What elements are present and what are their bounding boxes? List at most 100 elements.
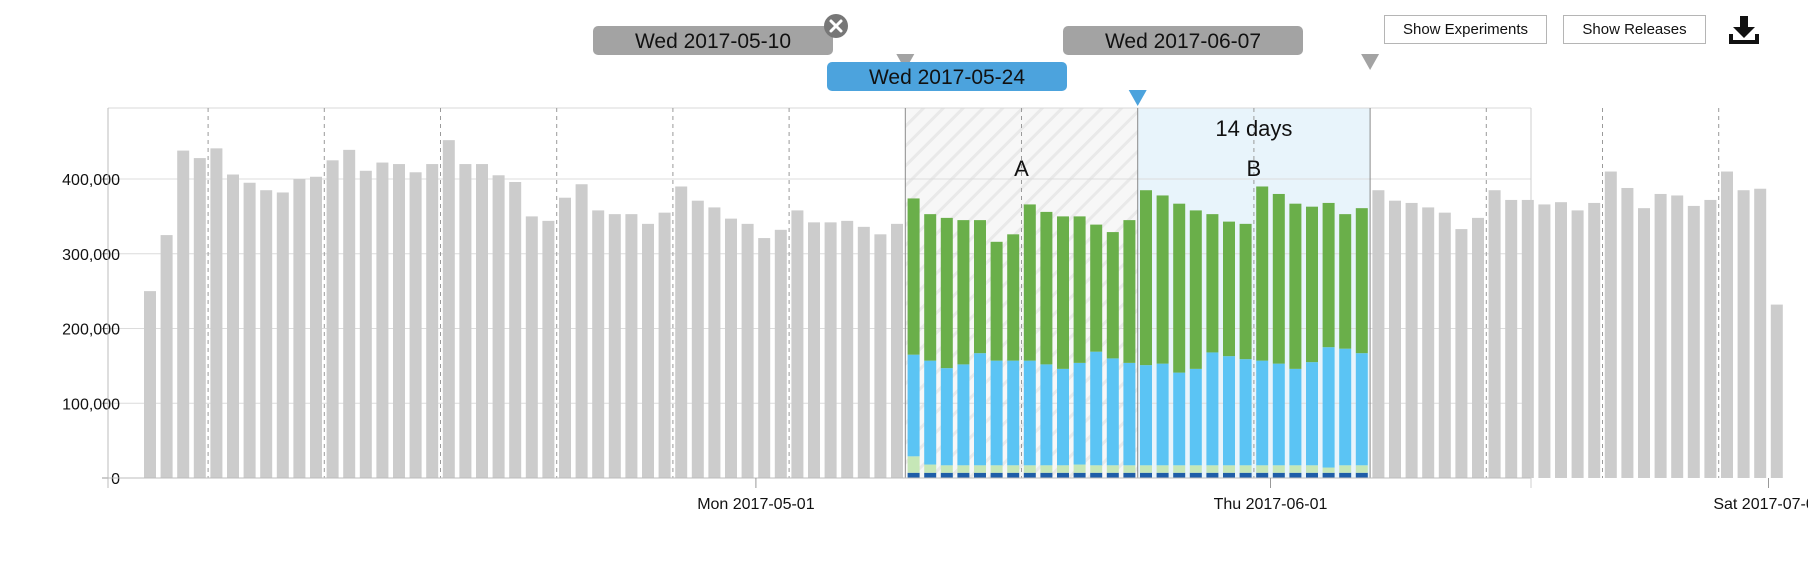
- bar-segment: [940, 472, 953, 478]
- bar-segment: [1007, 465, 1020, 473]
- close-icon[interactable]: [824, 14, 848, 38]
- bar-segment: [1073, 216, 1086, 363]
- show-experiments-button[interactable]: Show Experiments: [1384, 15, 1547, 44]
- bar-segment: [1189, 368, 1202, 466]
- zone-a-label: A: [1014, 156, 1029, 181]
- bar-segment: [1090, 472, 1103, 478]
- bar-segment: [1289, 203, 1302, 369]
- marker-center-pointer: [1128, 90, 1147, 106]
- bar: [492, 175, 505, 479]
- marker-right[interactable]: Wed 2017-06-07: [1063, 26, 1380, 70]
- bar-segment: [1206, 465, 1219, 473]
- bar-segment: [1123, 220, 1136, 363]
- y-tick-label: 100,000: [62, 396, 120, 413]
- bar-segment: [1023, 360, 1036, 466]
- bar: [442, 140, 455, 478]
- bar-segment: [1140, 472, 1152, 478]
- marker-center-box: [827, 62, 1067, 91]
- bar: [592, 210, 605, 478]
- bar-segment: [1073, 362, 1086, 465]
- zone-b-label: B: [1247, 156, 1262, 181]
- bar: [1555, 202, 1567, 478]
- bar: [891, 223, 903, 478]
- show-releases-button[interactable]: Show Releases: [1563, 15, 1706, 44]
- marker-left-box: [593, 26, 833, 55]
- bar: [774, 229, 787, 478]
- bar-segment: [907, 354, 920, 457]
- bar: [741, 223, 754, 478]
- bar-segment: [974, 465, 986, 473]
- bar-segment: [1189, 210, 1202, 369]
- bar: [1472, 217, 1484, 478]
- x-tick-label: Thu 2017-06-01: [1214, 496, 1328, 513]
- bar-segment: [1023, 204, 1036, 361]
- bar-segment: [957, 220, 970, 365]
- bar: [326, 160, 339, 478]
- bar: [575, 184, 588, 478]
- bar-segment: [1173, 203, 1186, 373]
- bar: [409, 172, 422, 478]
- bar-segment: [1223, 356, 1235, 466]
- bar-segment: [1057, 216, 1069, 369]
- bar: [160, 235, 173, 478]
- bar-segment: [1355, 208, 1368, 354]
- bar-segment: [1272, 472, 1285, 478]
- y-tick-label: 200,000: [62, 322, 120, 339]
- download-icon[interactable]: [1727, 14, 1761, 46]
- bar-segment: [1173, 465, 1186, 473]
- bar-segment: [1156, 195, 1169, 364]
- bar: [542, 220, 555, 478]
- bar-segment: [1090, 351, 1103, 466]
- bar-segment: [1156, 363, 1169, 466]
- bar-segment: [1140, 190, 1152, 366]
- bar-segment: [1206, 214, 1219, 353]
- bar: [1770, 304, 1783, 478]
- bar: [1488, 190, 1501, 478]
- bar-segment: [924, 214, 937, 361]
- bar: [144, 291, 156, 478]
- bar-segment: [1239, 465, 1252, 473]
- bar: [1604, 171, 1617, 479]
- bar-segment: [1040, 465, 1053, 473]
- bar: [1405, 202, 1418, 478]
- bar: [808, 222, 820, 478]
- bar: [1687, 205, 1700, 478]
- bar: [426, 164, 439, 478]
- bar: [1754, 188, 1767, 478]
- bar-segment: [1322, 467, 1335, 473]
- bar: [310, 176, 322, 478]
- bar: [559, 197, 571, 479]
- bar-segment: [1106, 472, 1119, 478]
- bar-segment: [1140, 365, 1152, 466]
- bar: [1521, 199, 1534, 478]
- bar-segment: [1256, 465, 1269, 473]
- bar-segment: [1239, 359, 1252, 466]
- bar-segment: [1106, 465, 1119, 473]
- bar-segment: [907, 472, 920, 478]
- marker-center[interactable]: Wed 2017-05-24: [827, 62, 1147, 106]
- bar-segment: [1355, 353, 1368, 466]
- bar-segment: [1206, 352, 1219, 466]
- bar-segment: [1123, 465, 1136, 473]
- bar-segment: [1156, 472, 1169, 478]
- marker-left-label: Wed 2017-05-10: [635, 30, 791, 53]
- bar-segment: [924, 360, 937, 465]
- bar-segment: [1256, 360, 1269, 466]
- bar: [642, 223, 654, 478]
- bar: [874, 234, 887, 478]
- bar-segment: [924, 472, 937, 478]
- x-tick-label: Sat 2017-07-01: [1713, 496, 1808, 513]
- bar-segment: [1073, 472, 1086, 478]
- bar-segment: [974, 353, 986, 466]
- bar: [608, 214, 621, 478]
- bar-segment: [1106, 358, 1119, 466]
- bar-segment: [1272, 363, 1285, 466]
- bar-segment: [1289, 368, 1302, 466]
- bar-segment: [1140, 465, 1152, 473]
- bar: [824, 222, 837, 478]
- bar-segment: [1289, 465, 1302, 473]
- bar-segment: [1040, 364, 1053, 466]
- bar-segment: [1306, 206, 1318, 363]
- bar: [393, 164, 405, 478]
